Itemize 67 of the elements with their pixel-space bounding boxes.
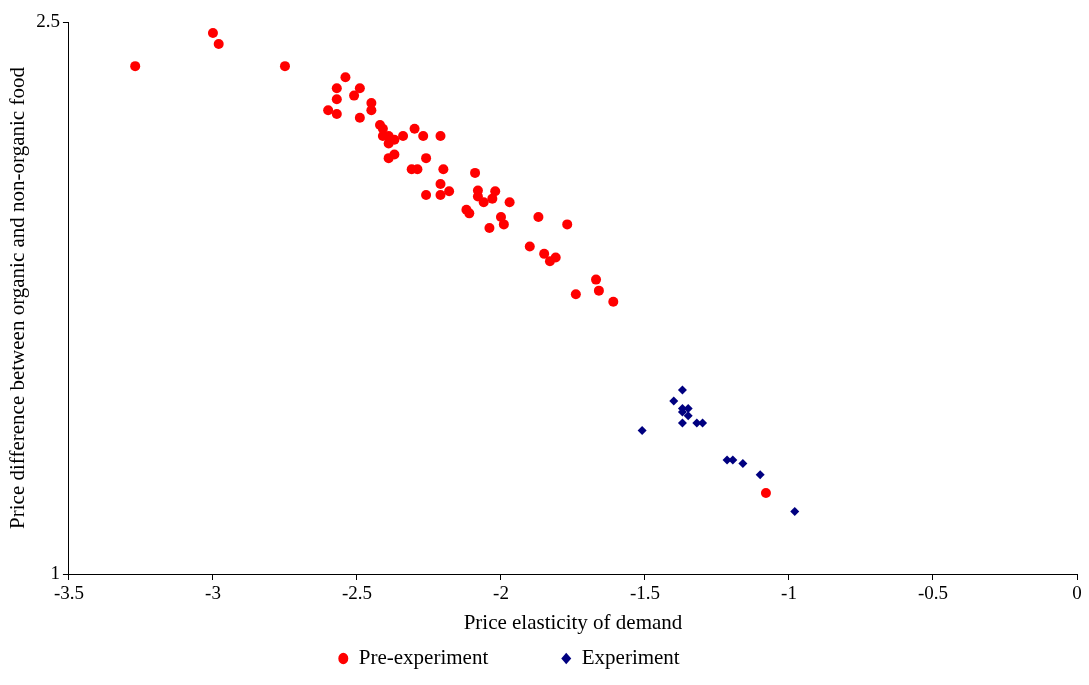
point [591, 274, 602, 285]
y-axis-title: Price difference between organic and non-organic food [5, 66, 30, 529]
x-tick-label: -1 [781, 582, 797, 604]
point [738, 459, 748, 469]
x-axis-title: Price elasticity of demand [463, 609, 683, 634]
point [760, 488, 771, 499]
y-tick-label: 2.5 [36, 9, 60, 31]
point [470, 167, 481, 178]
point [331, 94, 342, 105]
point [130, 61, 141, 72]
point [504, 197, 515, 208]
point [495, 212, 506, 223]
point [524, 241, 535, 252]
point [562, 219, 573, 230]
point [366, 105, 377, 116]
legend-label: Pre-experiment [358, 645, 552, 670]
point [421, 189, 432, 200]
point [698, 418, 708, 428]
point [484, 223, 495, 234]
point [331, 109, 342, 119]
point [409, 123, 420, 134]
point [490, 186, 501, 197]
point [533, 212, 544, 223]
point [354, 112, 365, 123]
point [444, 186, 455, 197]
point [349, 90, 360, 101]
point [435, 189, 446, 200]
point [478, 197, 489, 208]
point [669, 396, 679, 406]
point [421, 153, 432, 164]
point [544, 256, 555, 267]
x-tick-label: -3 [205, 582, 221, 604]
point [755, 470, 765, 480]
point [487, 193, 498, 204]
point [323, 105, 334, 116]
point [213, 39, 224, 50]
point [677, 385, 687, 395]
point [683, 411, 693, 421]
point [593, 285, 604, 296]
point [728, 455, 738, 465]
x-tick-label: -0.5 [917, 582, 949, 604]
point [677, 418, 687, 428]
point [539, 248, 550, 259]
point [608, 296, 619, 307]
point [418, 131, 429, 142]
point [340, 72, 351, 83]
x-tick-label: -2 [493, 582, 509, 604]
point [354, 83, 365, 94]
y-tick-label: 1 [50, 561, 60, 583]
point [331, 83, 342, 94]
point [435, 178, 446, 189]
point [207, 28, 218, 39]
point [438, 164, 449, 175]
x-tick-label: -2.5 [341, 582, 372, 604]
x-tick-label: 0 [1072, 582, 1082, 604]
x-tick-label: -3.5 [53, 582, 84, 604]
point [383, 153, 394, 164]
point [570, 289, 581, 300]
legend-label: Experiment [581, 645, 743, 670]
point [464, 208, 475, 219]
point [435, 131, 446, 142]
x-tick-label: -1.5 [629, 582, 661, 604]
point [279, 61, 290, 72]
point [790, 506, 800, 516]
point [498, 219, 509, 230]
point [637, 425, 647, 435]
point [398, 131, 409, 142]
